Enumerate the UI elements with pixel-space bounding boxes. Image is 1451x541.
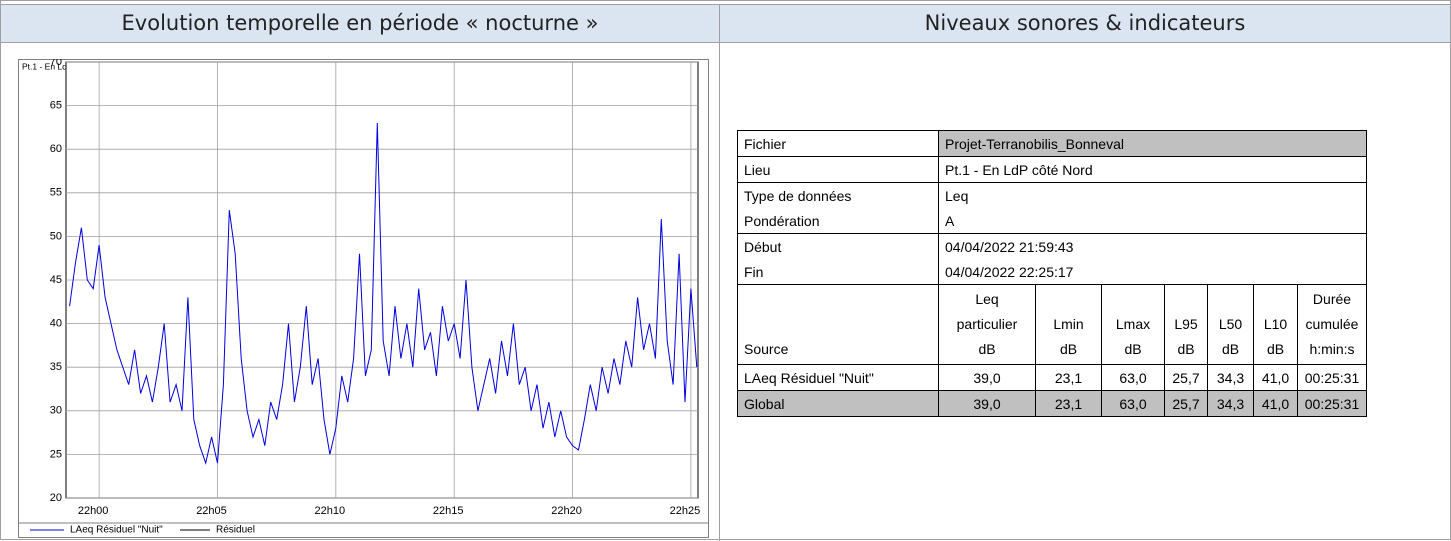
header-line: Durée <box>1312 291 1352 307</box>
y-tick-label: 60 <box>50 143 62 155</box>
header-line: L10 <box>1263 316 1288 332</box>
info-value: Pt.1 - En LdP côté Nord <box>938 156 1367 183</box>
cell: 39,0 <box>938 364 1036 391</box>
y-tick-label: 55 <box>50 187 62 199</box>
cell: 00:25:31 <box>1297 364 1367 391</box>
header-line: dB <box>1059 341 1078 357</box>
cell: 63,0 <box>1101 390 1165 417</box>
column-header: Leq particulier dB <box>938 284 1036 365</box>
left-title: Evolution temporelle en période « noctur… <box>1 5 719 43</box>
info-row: Début 04/04/2022 21:59:43 <box>737 233 1367 259</box>
info-row: Type de données Leq <box>737 182 1367 208</box>
column-header: L10 dB <box>1253 284 1298 365</box>
cell: 23,1 <box>1035 390 1102 417</box>
info-value: A <box>938 208 1367 234</box>
y-tick-label: 35 <box>50 361 62 373</box>
y-tick-label: 25 <box>50 448 62 460</box>
cell: 39,0 <box>938 390 1036 417</box>
header-line: Lmax <box>1115 316 1151 332</box>
levels-table: Fichier Projet-Terranobilis_Bonneval Lieu P… <box>737 130 1367 417</box>
info-row: Fin 04/04/2022 22:25:17 <box>737 259 1367 285</box>
header-row: Source Leq particulier dB Lmin dB Lmax dB L95 dB L… <box>737 284 1367 365</box>
info-value: 04/04/2022 22:25:17 <box>938 259 1367 285</box>
header-line: dB <box>1266 341 1285 357</box>
cell: 25,7 <box>1164 364 1208 391</box>
y-tick-label: 40 <box>50 318 62 330</box>
header-line: particulier <box>956 316 1018 332</box>
header-line: dB <box>978 341 996 357</box>
header-line: dB <box>1177 341 1195 357</box>
info-label: Fichier <box>737 130 939 157</box>
right-title: Niveaux sonores & indicateurs <box>720 5 1450 43</box>
row-label: LAeq Résiduel "Nuit" <box>737 364 939 391</box>
header-line: dB <box>1221 341 1240 357</box>
data-row: Global 39,0 23,1 63,0 25,7 34,3 41,0 00:25:31 <box>737 390 1367 417</box>
column-header: L95 dB <box>1164 284 1208 365</box>
y-tick-label: 70 <box>50 59 62 68</box>
row-label: Global <box>737 390 939 417</box>
y-tick-label: 30 <box>50 405 62 417</box>
info-row: Fichier Projet-Terranobilis_Bonneval <box>737 130 1367 157</box>
cell: 23,1 <box>1035 364 1102 391</box>
cell: 25,7 <box>1164 390 1208 417</box>
cell: 34,3 <box>1207 364 1254 391</box>
cell: 41,0 <box>1253 364 1298 391</box>
header-line: cumulée <box>1305 316 1359 332</box>
data-line <box>69 122 698 465</box>
cell: 00:25:31 <box>1297 390 1367 417</box>
x-tick-label: 22h15 <box>433 505 464 517</box>
chart: Pt.1 - En LdP côté NordLeq 1sA04/04/2022… <box>18 59 709 538</box>
header-line: dB <box>1124 341 1142 357</box>
header-line: L95 <box>1174 316 1198 332</box>
header-line: h:min:s <box>1309 341 1355 357</box>
column-header: L50 dB <box>1207 284 1254 365</box>
header-line: L50 <box>1218 316 1243 332</box>
x-tick-label: 22h10 <box>315 505 346 517</box>
data-row: LAeq Résiduel "Nuit" 39,0 23,1 63,0 25,7 34,3… <box>737 364 1367 391</box>
rule <box>1 4 1450 5</box>
x-tick-label: 22h25 <box>670 505 701 517</box>
cell: 34,3 <box>1207 390 1254 417</box>
cell: 41,0 <box>1253 390 1298 417</box>
header-line: Source <box>744 341 789 357</box>
header-line: Lmin <box>1053 316 1084 332</box>
info-label: Pondération <box>737 208 939 234</box>
y-tick-label: 65 <box>50 100 62 112</box>
info-label: Type de données <box>737 182 939 208</box>
y-tick-label: 45 <box>50 274 62 286</box>
y-tick-label: 50 <box>50 230 62 242</box>
divider <box>719 5 720 541</box>
legend-label: LAeq Résiduel "Nuit" <box>70 525 163 536</box>
y-tick-label: 20 <box>50 492 62 504</box>
cell: 63,0 <box>1101 364 1165 391</box>
info-label: Fin <box>737 259 939 285</box>
info-value: Leq <box>938 182 1367 208</box>
header-line: Leq <box>975 291 999 307</box>
info-row: Pondération A <box>737 208 1367 234</box>
x-tick-label: 22h20 <box>551 505 582 517</box>
x-tick-label: 22h05 <box>196 505 227 517</box>
column-header: Source <box>737 284 939 365</box>
column-header: Lmin dB <box>1035 284 1102 365</box>
legend-label: Résiduel <box>216 525 255 536</box>
column-header: Lmax dB <box>1101 284 1165 365</box>
info-row: Lieu Pt.1 - En LdP côté Nord <box>737 156 1367 183</box>
info-label: Début <box>737 233 939 259</box>
info-value: Projet-Terranobilis_Bonneval <box>938 130 1367 157</box>
column-header: Durée cumulée h:min:s <box>1297 284 1367 365</box>
info-label: Lieu <box>737 156 939 183</box>
x-tick-label: 22h00 <box>78 505 109 517</box>
info-value: 04/04/2022 21:59:43 <box>938 233 1367 259</box>
